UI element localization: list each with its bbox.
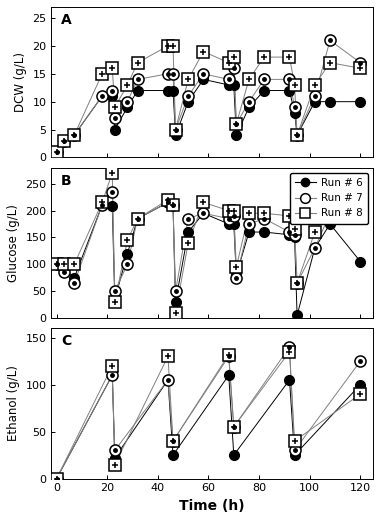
Text: C: C xyxy=(61,334,71,348)
Text: A: A xyxy=(61,13,72,27)
X-axis label: Time (h): Time (h) xyxy=(179,499,245,513)
Text: B: B xyxy=(61,174,72,188)
Y-axis label: Glucose (g/L): Glucose (g/L) xyxy=(7,204,20,282)
Legend: Run # 6, Run # 7, Run # 8: Run # 6, Run # 7, Run # 8 xyxy=(290,173,368,224)
Y-axis label: DCW (g/L): DCW (g/L) xyxy=(14,52,27,112)
Y-axis label: Ethanol (g/L): Ethanol (g/L) xyxy=(7,366,20,441)
